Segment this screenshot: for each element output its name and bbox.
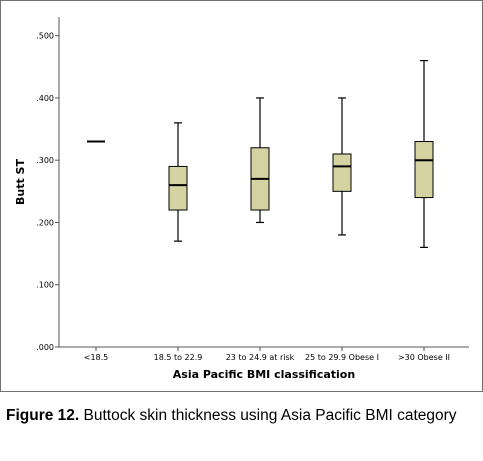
y-tick-label: .300 bbox=[36, 156, 54, 165]
x-axis-title: Asia Pacific BMI classification bbox=[173, 368, 355, 381]
chart-frame: .000 .100 .200 .300 .400 .500 <18.5 18.5 to 22… bbox=[0, 0, 483, 392]
box-group bbox=[250, 97, 270, 224]
boxplot-chart: .000 .100 .200 .300 .400 .500 <18.5 18.5 to 22… bbox=[14, 17, 469, 381]
box-group bbox=[332, 97, 352, 236]
y-axis-ticks: .000 .100 .200 .300 .400 .500 bbox=[36, 32, 59, 352]
box-group bbox=[414, 59, 434, 248]
box-group bbox=[168, 122, 188, 242]
caption-text: Buttock skin thickness using Asia Pacifi… bbox=[79, 407, 457, 424]
caption-label: Figure 12. bbox=[6, 407, 80, 424]
y-tick-label: .400 bbox=[36, 94, 54, 103]
y-tick-label: .200 bbox=[36, 218, 54, 227]
x-tick-label: 18.5 to 22.9 bbox=[154, 353, 203, 362]
x-tick-label: >30 Obese II bbox=[398, 353, 450, 362]
x-tick-label: <18.5 bbox=[84, 353, 109, 362]
box-iqr bbox=[332, 153, 352, 192]
box-iqr bbox=[168, 165, 188, 211]
y-tick-label: .500 bbox=[36, 32, 54, 41]
y-axis-title: Butt ST bbox=[14, 159, 27, 205]
y-tick-label: .100 bbox=[36, 281, 54, 290]
y-tick-label: .000 bbox=[36, 343, 54, 352]
x-tick-label: 25 to 29.9 Obese I bbox=[305, 353, 379, 362]
x-axis-ticks: <18.5 18.5 to 22.9 23 to 24.9 at risk 25 to… bbox=[84, 347, 450, 362]
box-iqr bbox=[414, 141, 434, 199]
x-tick-label: 23 to 24.9 at risk bbox=[226, 353, 295, 362]
figure-caption: Figure 12. Buttock skin thickness using … bbox=[6, 406, 470, 425]
boxplot-boxes bbox=[87, 59, 434, 248]
